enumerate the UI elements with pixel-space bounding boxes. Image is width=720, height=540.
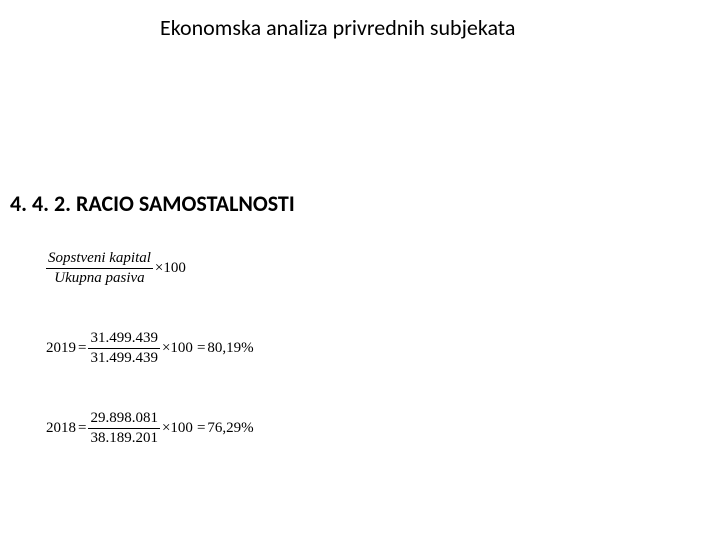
year-label: 2019 xyxy=(46,340,76,357)
denominator: 38.189.201 xyxy=(88,429,160,447)
calculation-2018: 2018 = 29.898.081 38.189.201 ×100 = 76,2… xyxy=(46,410,254,446)
result: 80,19% xyxy=(207,340,253,357)
definition-formula: Sopstveni kapital Ukupna pasiva ×100 xyxy=(46,250,188,286)
year-label: 2018 xyxy=(46,420,76,437)
result: 76,29% xyxy=(207,420,253,437)
page-title: Ekonomska analiza privrednih subjekata xyxy=(160,14,515,41)
multiplier: ×100 xyxy=(160,340,195,357)
fraction: 29.898.081 38.189.201 xyxy=(88,410,160,446)
equals-sign: = xyxy=(195,340,207,357)
numerator: 31.499.439 xyxy=(88,330,160,349)
section-name: RACIO SAMOSTALNOSTI xyxy=(76,190,295,217)
multiplier: ×100 xyxy=(160,420,195,437)
section-heading: 4. 4. 2. RACIO SAMOSTALNOSTI xyxy=(10,190,295,217)
calculation-2019: 2019 = 31.499.439 31.499.439 ×100 = 80,1… xyxy=(46,330,254,366)
equals-sign: = xyxy=(76,340,88,357)
equals-sign: = xyxy=(195,420,207,437)
numerator: Sopstveni kapital xyxy=(46,250,153,269)
equals-sign: = xyxy=(76,420,88,437)
denominator: Ukupna pasiva xyxy=(46,269,153,287)
fraction: Sopstveni kapital Ukupna pasiva xyxy=(46,250,153,286)
section-number: 4. 4. 2. xyxy=(10,190,71,217)
numerator: 29.898.081 xyxy=(88,410,160,429)
multiplier: ×100 xyxy=(153,260,188,277)
fraction: 31.499.439 31.499.439 xyxy=(88,330,160,366)
denominator: 31.499.439 xyxy=(88,349,160,367)
